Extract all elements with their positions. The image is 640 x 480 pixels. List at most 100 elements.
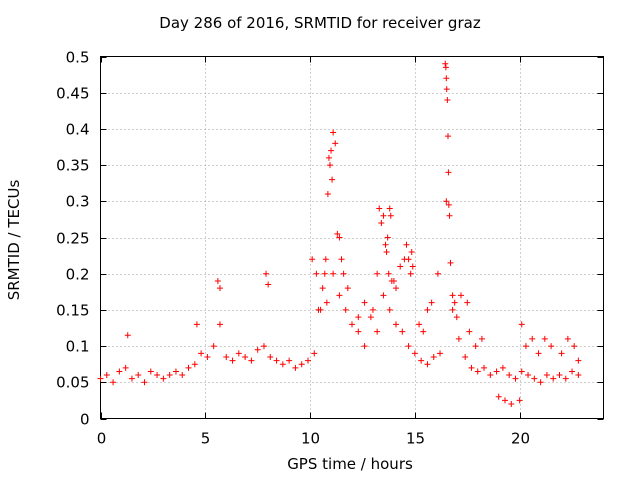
data-point	[124, 332, 131, 339]
data-point	[204, 353, 211, 360]
data-point	[548, 343, 555, 350]
data-point	[166, 372, 173, 379]
data-point	[313, 270, 320, 277]
data-point	[518, 368, 525, 375]
data-point	[556, 372, 563, 379]
data-point	[135, 372, 142, 379]
plot-frame	[100, 56, 604, 419]
data-point	[455, 335, 462, 342]
data-point	[273, 357, 280, 364]
data-point	[223, 353, 230, 360]
data-point	[103, 372, 110, 379]
data-point	[210, 343, 217, 350]
data-point	[325, 154, 332, 161]
data-point	[324, 191, 331, 198]
data-point	[340, 270, 347, 277]
data-point	[453, 314, 460, 321]
data-point	[508, 401, 515, 408]
data-point	[349, 321, 355, 328]
data-point	[214, 277, 221, 284]
data-point	[397, 263, 404, 270]
data-point	[445, 169, 452, 176]
data-point	[361, 299, 368, 306]
data-point	[263, 270, 270, 277]
data-point	[418, 357, 425, 364]
data-point	[386, 205, 393, 212]
data-point	[116, 368, 123, 375]
chart-title: Day 286 of 2016, SRMTID for receiver gra…	[159, 14, 481, 32]
data-points	[97, 60, 582, 408]
data-point	[160, 375, 167, 382]
data-point	[444, 96, 451, 103]
data-point	[442, 64, 449, 71]
data-point	[408, 248, 415, 255]
data-point	[338, 256, 345, 263]
data-point	[407, 270, 414, 277]
data-point	[564, 335, 571, 342]
data-point	[430, 353, 437, 360]
data-point	[378, 220, 385, 227]
data-point	[361, 343, 368, 350]
data-point	[445, 201, 452, 208]
data-point	[336, 292, 343, 299]
data-point	[569, 368, 576, 375]
data-point	[330, 129, 337, 136]
data-point	[384, 234, 391, 241]
data-point	[216, 285, 223, 292]
data-point	[322, 256, 329, 263]
data-point	[216, 321, 223, 328]
data-point	[449, 292, 456, 299]
data-point	[229, 357, 236, 364]
x-tick-label: 5	[201, 430, 211, 448]
data-point	[575, 357, 582, 364]
data-point	[501, 397, 508, 404]
data-point	[420, 328, 427, 335]
data-point	[506, 372, 513, 379]
data-point	[304, 357, 311, 364]
data-point	[481, 364, 488, 371]
y-tick-label: 0.1	[66, 338, 90, 356]
data-point	[443, 75, 450, 82]
data-point	[512, 375, 519, 382]
data-point	[309, 256, 316, 263]
data-point	[369, 306, 376, 313]
data-point	[443, 198, 450, 205]
data-point	[474, 368, 481, 375]
data-point	[385, 270, 392, 277]
data-point	[571, 343, 578, 350]
data-point	[443, 86, 450, 93]
data-point	[478, 335, 485, 342]
data-point	[525, 372, 532, 379]
y-tick-label: 0.3	[66, 193, 90, 211]
data-point	[393, 321, 400, 328]
data-point	[334, 230, 341, 237]
y-tick-label: 0	[80, 411, 90, 429]
data-point	[311, 350, 318, 357]
data-point	[531, 375, 538, 382]
data-point	[411, 350, 418, 357]
data-point	[437, 350, 444, 357]
data-point	[380, 292, 387, 299]
y-tick-label: 0.35	[56, 157, 89, 175]
axis-ticks: 0 0.05 0.1 0.15 0.2 0.25 0.3 0.35 0.4 0.45 0.5 0 5 10…	[56, 49, 604, 448]
data-point	[265, 281, 272, 288]
data-point	[329, 176, 336, 183]
data-point	[122, 364, 129, 371]
data-point	[332, 140, 339, 147]
data-point	[286, 357, 293, 364]
data-point	[179, 372, 186, 379]
data-point	[522, 343, 529, 350]
data-point	[516, 397, 523, 404]
x-axis-label: GPS time / hours	[287, 455, 413, 473]
data-point	[248, 357, 255, 364]
data-point	[355, 328, 362, 335]
data-point	[383, 248, 390, 255]
data-point	[447, 259, 454, 266]
data-point	[529, 335, 536, 342]
data-point	[147, 368, 154, 375]
data-point	[387, 212, 394, 219]
data-point	[487, 372, 494, 379]
data-point	[399, 328, 406, 335]
data-point	[466, 328, 473, 335]
data-point	[128, 375, 135, 382]
